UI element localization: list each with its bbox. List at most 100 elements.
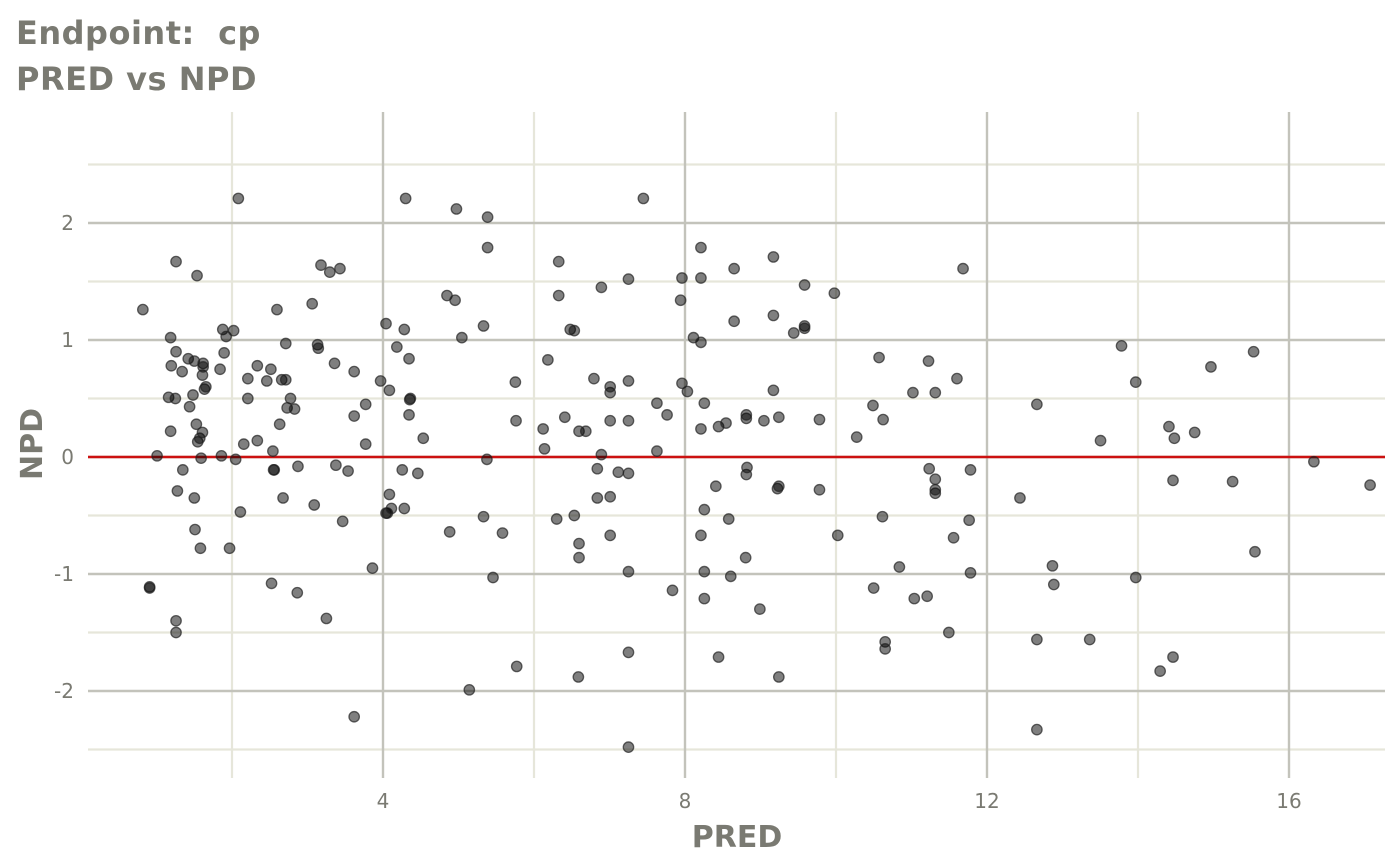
data-point (612, 466, 625, 479)
data-point (176, 464, 189, 476)
data-point (695, 529, 707, 542)
data-point (929, 483, 942, 496)
data-point (741, 461, 753, 474)
data-point (767, 251, 780, 263)
data-point (1154, 665, 1166, 677)
y-tick-label: 0 (61, 445, 74, 469)
y-axis-ticks: -2 -1 0 1 2 (54, 211, 74, 703)
data-point (151, 449, 163, 462)
data-point (929, 473, 942, 486)
data-point (622, 273, 635, 286)
data-point (404, 392, 417, 405)
data-point (320, 612, 333, 625)
data-point (767, 309, 780, 322)
data-point (573, 551, 585, 564)
data-point (772, 411, 785, 424)
data-point (189, 523, 201, 536)
data-point (232, 192, 245, 205)
data-point (695, 336, 707, 349)
data-point (390, 341, 403, 353)
y-tick-label: -2 (54, 679, 74, 703)
data-point (695, 241, 707, 254)
data-points (137, 192, 1376, 754)
data-point (1031, 723, 1043, 736)
data-point (676, 377, 688, 390)
data-point (695, 272, 707, 284)
data-point (552, 289, 565, 302)
data-point (1031, 633, 1043, 646)
data-point (1249, 545, 1261, 558)
title-block: Endpoint: cp PRED vs NPD (16, 10, 261, 102)
data-point (591, 462, 604, 475)
data-point (922, 355, 935, 367)
y-axis-title: NPD (15, 408, 50, 480)
data-point (1188, 426, 1201, 439)
x-tick-label: 8 (679, 789, 692, 813)
data-point (622, 467, 635, 480)
data-point (923, 462, 936, 475)
x-tick-label: 4 (377, 789, 390, 813)
data-point (651, 445, 663, 457)
data-point (251, 434, 264, 447)
data-point (595, 281, 608, 294)
data-point (260, 375, 273, 387)
data-point (604, 490, 617, 503)
data-point (292, 460, 304, 473)
data-point (411, 467, 424, 480)
data-point (190, 418, 203, 431)
data-point (509, 376, 522, 388)
data-point (265, 363, 277, 376)
data-point (1308, 455, 1320, 468)
data-point (724, 570, 737, 583)
data-point (165, 359, 178, 372)
data-point (463, 683, 476, 696)
data-point (698, 397, 711, 410)
data-point (143, 582, 156, 594)
data-point (588, 372, 600, 385)
data-point (277, 492, 289, 504)
data-point (709, 480, 722, 493)
data-point (558, 411, 571, 424)
data-point (399, 192, 412, 205)
data-point (223, 542, 236, 555)
data-point (893, 561, 906, 573)
data-point (251, 359, 264, 372)
data-point (1226, 475, 1239, 488)
major-gridlines (88, 112, 1385, 778)
data-point (1129, 376, 1142, 388)
data-point (398, 323, 411, 336)
data-point (622, 414, 635, 427)
data-point (622, 646, 635, 659)
data-point (312, 342, 325, 355)
data-point (241, 392, 254, 405)
data-point (315, 259, 327, 271)
data-point (265, 577, 278, 590)
data-point (568, 509, 581, 522)
data-point (957, 262, 969, 275)
data-point (1014, 492, 1026, 504)
data-point (1083, 633, 1096, 646)
data-point (1115, 339, 1128, 352)
data-point (417, 432, 430, 445)
data-point (450, 203, 463, 215)
data-point (908, 592, 921, 605)
data-point (197, 361, 209, 373)
data-point (538, 442, 551, 455)
data-point (622, 565, 635, 578)
data-point (798, 322, 811, 335)
data-point (1047, 578, 1060, 591)
data-point (481, 211, 494, 223)
data-point (273, 418, 286, 431)
data-point (183, 400, 196, 413)
data-point (572, 671, 585, 683)
data-point (380, 317, 392, 330)
data-point (348, 710, 361, 723)
data-point (767, 384, 780, 397)
data-point (573, 537, 585, 550)
data-point (772, 671, 785, 683)
data-point (695, 423, 707, 435)
data-point (728, 315, 740, 328)
data-point (661, 409, 673, 421)
data-point (568, 324, 581, 337)
